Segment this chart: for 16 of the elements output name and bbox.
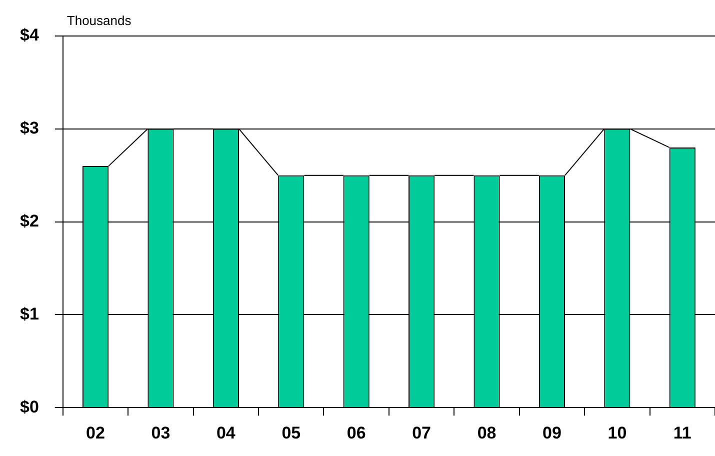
y-tick-label: $2 xyxy=(20,211,39,230)
y-tick-label: $4 xyxy=(20,26,40,45)
x-tick-label: 09 xyxy=(542,423,562,442)
x-tick-label: 04 xyxy=(216,423,236,442)
x-tick-label: 06 xyxy=(346,423,366,442)
y-tick-label: $1 xyxy=(20,304,39,324)
x-tick-label: 03 xyxy=(151,423,170,442)
x-tick-label: 10 xyxy=(608,423,627,442)
x-tick-label: 02 xyxy=(86,423,105,442)
y-axis-title: Thousands xyxy=(66,13,132,28)
x-tick-label: 11 xyxy=(673,423,692,442)
x-tick-label: 07 xyxy=(412,423,432,442)
y-tick-label: $0 xyxy=(20,397,39,416)
x-tick-label: 05 xyxy=(282,423,301,442)
x-tick-label: 08 xyxy=(477,423,496,442)
y-tick-label: $3 xyxy=(20,118,39,138)
